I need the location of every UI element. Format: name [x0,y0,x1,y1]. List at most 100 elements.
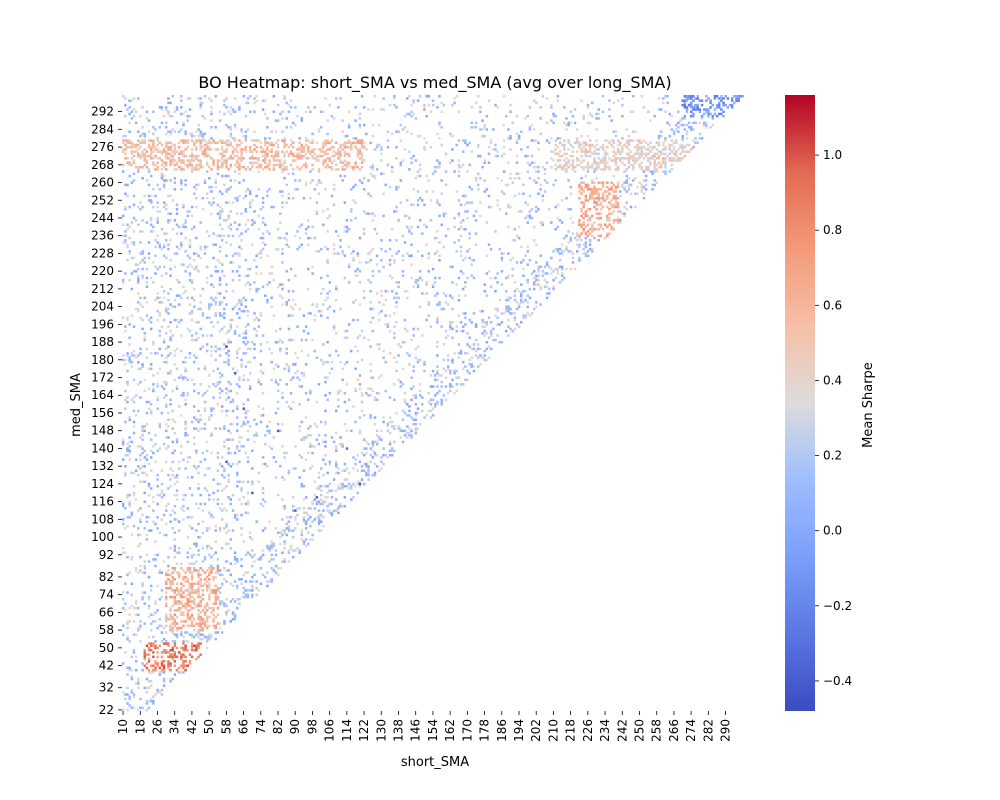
heatmap-cell [236,150,239,153]
heatmap-cell [332,203,336,207]
heatmap-cell [300,349,304,353]
heatmap-cell [347,163,351,167]
heatmap-cell [186,593,189,597]
heatmap-cell [580,150,583,153]
heatmap-cell [655,181,659,184]
heatmap-cell [457,314,461,317]
heatmap-cell [337,152,340,156]
heatmap-cell [240,212,243,215]
heatmap-cell [180,626,183,630]
heatmap-cell [216,569,220,572]
heatmap-cell [149,584,153,588]
heatmap-cell [608,216,611,220]
heatmap-cell [350,210,353,213]
heatmap-cell [659,152,663,156]
heatmap-cell [229,261,233,264]
heatmap-cell [554,152,557,156]
heatmap-cell [584,241,588,244]
heatmap-cell [193,597,196,601]
heatmap-cell [177,303,181,306]
heatmap-cell [180,613,183,617]
heatmap-cell [175,626,179,630]
heatmap-cell [158,569,162,572]
heatmap-cell [343,230,347,233]
heatmap-cell [332,478,336,481]
heatmap-cell [205,145,209,149]
heatmap-cell [281,205,284,209]
heatmap-cell [289,391,293,395]
heatmap-cell [193,600,196,603]
heatmap-cell [537,208,540,211]
heatmap-cell [461,312,465,315]
heatmap-cell [244,365,248,368]
heatmap-cell [558,247,562,251]
heatmap-cell [595,165,598,169]
heatmap-cell [242,420,245,424]
heatmap-cell [507,325,510,328]
heatmap-cell [390,420,394,424]
heatmap-cell [143,157,146,160]
heatmap-cell [427,400,430,404]
heatmap-cell [494,230,497,233]
heatmap-cell [134,458,138,461]
heatmap-cell [186,214,189,218]
heatmap-cell [205,334,209,337]
heatmap-cell [623,214,626,218]
heatmap-cell [421,409,424,413]
heatmap-cell [231,234,235,238]
heatmap-cell [225,201,228,204]
heatmap-cell [152,150,155,153]
heatmap-cell [593,205,596,209]
heatmap-cell [537,192,540,196]
heatmap-cell [208,234,211,238]
heatmap-cell [229,451,233,455]
heatmap-cell [199,145,202,149]
heatmap-cell [171,615,174,619]
heatmap-cell [319,520,323,523]
heatmap-cell [238,347,241,351]
heatmap-cell [380,159,383,162]
heatmap-cell [208,571,211,574]
heatmap-cell [399,179,403,182]
heatmap-cell [414,403,418,406]
heatmap-cell [160,247,164,251]
heatmap-cell [358,157,362,160]
heatmap-cell [253,148,256,151]
heatmap-cell [210,589,213,592]
heatmap-cell [218,205,222,209]
heatmap-cell [149,613,153,617]
heatmap-cell [283,145,286,149]
heatmap-cell [283,504,286,508]
heatmap-cell [175,245,179,249]
heatmap-cell [576,159,579,162]
heatmap-cell [259,250,263,253]
heatmap-cell [354,345,357,348]
heatmap-cell [171,582,174,585]
heatmap-cell [242,445,245,448]
heatmap-cell [225,509,228,512]
heatmap-cell [193,405,196,408]
heatmap-cell [223,343,226,346]
heatmap-cell [647,148,650,151]
heatmap-cell [139,154,142,158]
heatmap-cell [223,347,226,351]
heatmap-cell [193,383,196,386]
heatmap-cell [182,662,185,665]
heatmap-cell [203,179,207,182]
heatmap-cell [180,334,183,337]
heatmap-cell [625,190,628,193]
heatmap-cell [137,307,140,311]
heatmap-cell [537,274,540,277]
heatmap-cell [335,462,338,466]
heatmap-cell [616,196,620,200]
heatmap-cell [375,453,379,457]
heatmap-cell [238,278,241,282]
heatmap-cell [214,575,217,579]
heatmap-cell [212,196,215,200]
heatmap-cell [182,263,185,266]
heatmap-cell [384,250,387,253]
heatmap-cell [369,345,372,348]
heatmap-cell [438,241,441,244]
heatmap-cell [627,157,631,160]
heatmap-cell [584,148,588,151]
